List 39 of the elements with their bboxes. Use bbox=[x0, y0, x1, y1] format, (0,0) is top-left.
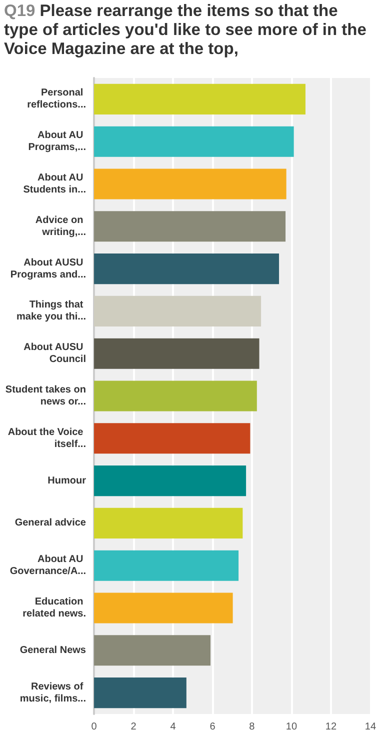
bar bbox=[94, 466, 246, 496]
x-tick-label: 0 bbox=[91, 722, 98, 732]
bar bbox=[94, 338, 260, 369]
y-tick-label: Education related news. bbox=[22, 596, 86, 620]
x-tick-label: 14 bbox=[364, 722, 376, 732]
y-tick-label: About AUSU Programs and... bbox=[10, 257, 86, 280]
y-tick-label: About AU Programs,... bbox=[28, 130, 86, 154]
bar bbox=[94, 380, 257, 412]
y-tick-label: About the Voice itself... bbox=[8, 426, 86, 450]
y-tick-label: About AUSU Council bbox=[24, 342, 86, 366]
bar bbox=[94, 635, 210, 666]
bar bbox=[94, 168, 286, 200]
bar bbox=[94, 126, 294, 157]
x-tick-label: 6 bbox=[210, 722, 216, 732]
y-tick-label: Things that make you thi... bbox=[16, 300, 86, 323]
y-tick-label: Student takes on news or... bbox=[5, 384, 86, 408]
y-tick-label: About AU Students in... bbox=[23, 172, 86, 196]
bar bbox=[94, 550, 239, 581]
bar bbox=[94, 508, 243, 538]
y-tick-label: Personal reflections... bbox=[27, 88, 86, 111]
y-tick-label: General advice bbox=[14, 518, 86, 529]
bar bbox=[94, 423, 250, 454]
x-tick-label: 4 bbox=[170, 722, 176, 732]
x-tick-label: 10 bbox=[286, 722, 298, 732]
bar bbox=[94, 678, 186, 708]
y-tick-label: Reviews of music, films... bbox=[20, 681, 86, 704]
bar bbox=[94, 84, 306, 114]
x-tick-label: 12 bbox=[325, 722, 337, 732]
x-tick-label: 8 bbox=[249, 722, 256, 732]
bar bbox=[94, 296, 262, 326]
y-tick-label: Advice on writing,... bbox=[35, 214, 86, 238]
chart-title: Q19 Please rearrange the items so that the type of articles you'd like to see more of in the Voice Magazine are at the top, bbox=[4, 2, 368, 59]
y-tick-label: Humour bbox=[48, 475, 86, 486]
y-tick-label: General News bbox=[20, 644, 86, 656]
bar bbox=[94, 211, 286, 242]
x-tick-label: 2 bbox=[130, 722, 137, 732]
bar bbox=[94, 592, 233, 624]
y-tick-label: About AU Governance/A... bbox=[10, 554, 86, 578]
bar bbox=[94, 254, 280, 284]
